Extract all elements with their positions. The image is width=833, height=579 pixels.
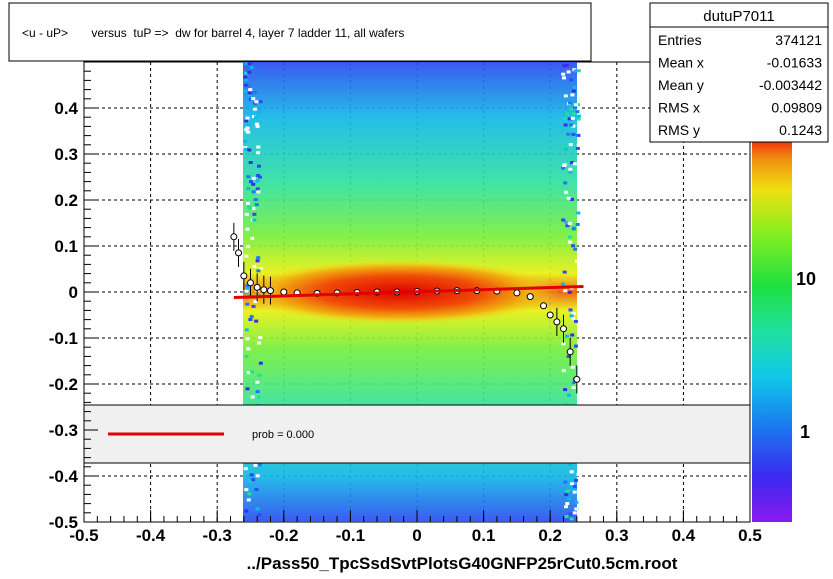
x-tick-label: -0.2 [269,526,298,545]
profile-point [560,325,568,333]
x-tick-label: -0.3 [203,526,232,545]
y-tick-label: -0.1 [49,329,78,348]
profile-point [573,375,581,383]
profile-point [513,289,521,297]
y-axis: -0.5 -0.4 -0.3 -0.2 -0.1 0 0.1 0.2 0.3 0.4 [49,61,98,532]
profile-point [260,286,268,294]
fit-legend: prob = 0.000 [83,404,751,464]
x-tick-label: -0.4 [136,526,166,545]
profile-points [230,222,581,394]
stats-value: 0.1243 [779,122,822,138]
stats-value: -0.01633 [767,55,822,71]
x-axis-title: ../Pass50_TpcSsdSvtPlotsG40GNFP25rCut0.5… [247,554,678,573]
y-tick-label: -0.3 [49,421,78,440]
y-tick-label: 0.2 [54,191,78,210]
stats-box: dutuP7011 Entries 374121 Mean x -0.01633 Mea… [649,2,829,143]
profile-point [266,287,274,295]
y-tick-label: 0.3 [54,145,78,164]
legend-label: prob = 0.000 [252,429,314,441]
profile-point [553,318,561,326]
profile-point [526,293,534,301]
stats-label: Mean x [658,55,704,71]
y-tick-label: 0 [69,283,78,302]
color-palette: 10 1 2 [752,121,824,522]
x-tick-label: 0.5 [738,526,762,545]
profile-point [247,279,254,287]
profile-point [253,283,261,291]
x-tick-label: 0.2 [538,526,562,545]
profile-point [566,348,574,356]
x-axis: -0.5 -0.4 -0.3 -0.2 -0.1 0 0.1 0.2 0.3 0.4 0.5 [69,510,762,545]
y-tick-label: -0.4 [49,467,79,486]
stats-label: Entries [658,32,702,48]
y-tick-label: -0.2 [49,375,78,394]
x-tick-label: 0.1 [472,526,496,545]
profile-point [235,249,243,257]
x-tick-label: -0.5 [69,526,98,545]
profile-point [546,311,554,319]
stats-label: RMS y [658,122,700,138]
stats-value: -0.003442 [759,77,822,93]
stats-value: 374121 [775,32,822,48]
profile-point [280,288,288,296]
stats-name: dutuP7011 [703,8,774,25]
stats-label: Mean y [658,77,704,93]
stats-label: RMS x [658,100,700,116]
palette-label-1: 1 [800,422,810,442]
chart-title: <u - uP> versus tuP => dw for barrel 4, … [22,26,404,40]
title-box: <u - uP> versus tuP => dw for barrel 4, … [8,2,592,62]
y-tick-label: 0.1 [54,237,78,256]
profile-point [230,233,238,241]
x-tick-label: -0.1 [336,526,365,545]
palette-label-10: 10 [796,269,816,289]
profile-point [540,302,548,310]
y-tick-label: 0.4 [54,99,78,118]
x-tick-label: 0.3 [605,526,629,545]
x-tick-label: 0.4 [672,526,696,545]
y-tick-label: -0.5 [49,513,78,532]
x-tick-label: 0 [412,526,421,545]
fit-line [233,284,584,300]
stats-value: 0.09809 [771,100,822,116]
profile-point [240,272,248,280]
